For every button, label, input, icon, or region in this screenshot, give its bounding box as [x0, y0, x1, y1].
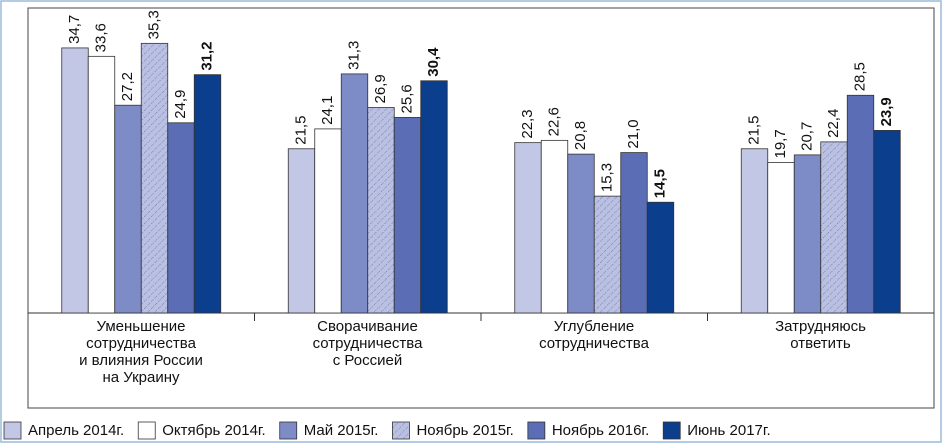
value-label: 22,3 [519, 109, 536, 138]
value-label: 28,5 [851, 62, 868, 91]
value-label: 23,9 [878, 97, 895, 126]
x-tick-label: Уменьшение сотрудничества и влияния Росс… [79, 318, 203, 386]
value-label: 24,1 [319, 96, 336, 125]
bar [620, 152, 648, 314]
value-label: 33,6 [92, 23, 109, 52]
value-label: 14,5 [651, 169, 668, 198]
legend-swatch [137, 421, 156, 440]
bar [340, 73, 369, 314]
value-label: 25,6 [398, 84, 415, 113]
legend-swatch [3, 421, 22, 440]
value-label: 15,3 [598, 163, 615, 192]
bar [514, 142, 542, 314]
value-label: 22,4 [825, 109, 842, 138]
value-label: 26,9 [372, 74, 389, 103]
value-label: 34,7 [66, 15, 83, 44]
bar [393, 117, 422, 314]
legend-swatch [662, 421, 681, 440]
value-label: 20,7 [798, 122, 815, 151]
value-label: 24,9 [172, 90, 189, 119]
value-label: 31,3 [345, 41, 362, 70]
legend-swatch [527, 421, 546, 440]
bar [767, 162, 795, 314]
value-label: 31,2 [198, 41, 215, 70]
value-label: 35,3 [145, 10, 162, 39]
x-tick-label: Углубление сотрудничества [539, 318, 649, 352]
bar [114, 104, 142, 314]
bar [740, 148, 769, 314]
bar [540, 139, 569, 314]
bar [61, 47, 89, 314]
x-tick-label: Затрудняюсь ответить [775, 318, 866, 352]
bar [193, 74, 222, 314]
value-label: 19,7 [772, 129, 789, 158]
bar [567, 153, 595, 314]
bar [167, 122, 195, 314]
value-label: 20,8 [572, 121, 589, 150]
legend-label: Июнь 2017г. [687, 422, 770, 439]
bar [287, 148, 316, 314]
bar [87, 55, 116, 314]
legend-label: Май 2015г. [304, 422, 379, 439]
bar [873, 130, 901, 314]
bar [140, 42, 169, 314]
bar [593, 195, 622, 314]
legend-label: Ноябрь 2016г. [552, 422, 649, 439]
bar [820, 141, 848, 314]
value-label: 27,2 [119, 72, 136, 101]
bar [646, 201, 675, 314]
bar [314, 128, 342, 314]
bar [367, 107, 395, 314]
value-label: 21,5 [745, 116, 762, 145]
legend-label: Октябрь 2014г. [162, 422, 265, 439]
value-label: 30,4 [425, 47, 442, 77]
x-tick-label: Сворачивание сотрудничества с Россией [312, 318, 423, 369]
bar [846, 94, 875, 314]
bar [793, 154, 822, 314]
value-label: 21,5 [292, 116, 309, 145]
value-label: 21,0 [625, 119, 642, 148]
bar [420, 80, 448, 314]
value-label: 22,6 [545, 107, 562, 136]
legend-label: Апрель 2014г. [28, 422, 124, 439]
plot-frame [27, 7, 935, 409]
legend-swatch [392, 421, 410, 440]
legend-swatch [279, 421, 298, 440]
legend-label: Ноябрь 2015г. [416, 422, 513, 439]
